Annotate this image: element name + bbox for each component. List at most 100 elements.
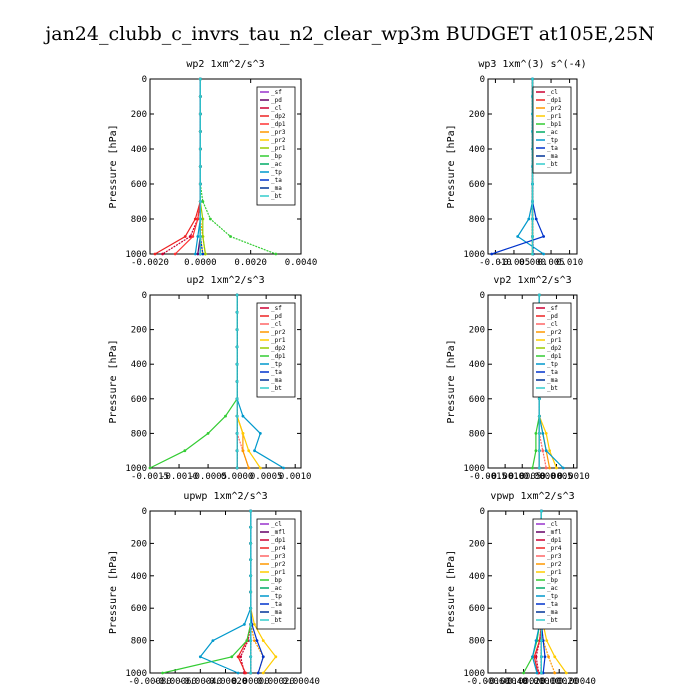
x-tick-label: 0.010 [556, 258, 583, 268]
legend-entry: _ma [547, 377, 558, 384]
legend-entry: _pr2 [547, 329, 562, 336]
data-point [255, 639, 259, 642]
plot-frame [149, 294, 302, 469]
data-point [198, 77, 202, 81]
data-point [249, 606, 253, 610]
panel-title: vpwp 1xm^2/s^3 [490, 491, 574, 502]
legend-entry: _cl [547, 521, 558, 528]
legend-entry: _tp [547, 137, 558, 144]
data-point [249, 623, 253, 626]
data-point [531, 182, 534, 186]
legend-entry: _dp2 [271, 113, 286, 120]
panel-title: vp2 1xm^2/s^3 [493, 275, 571, 286]
data-point [203, 252, 207, 256]
legend-entry: _bt [547, 385, 558, 392]
y-tick-label: 600 [469, 180, 485, 190]
data-point [201, 217, 205, 221]
legend-entry: _pr4 [547, 545, 562, 552]
data-point [537, 397, 541, 401]
series-line [149, 295, 238, 469]
x-tick-label: -0.0015 [131, 472, 169, 482]
chart-panel-6: vpwp 1xm^2/s^3 Pressure [hPa] 0 200 400 600 80… [446, 491, 596, 687]
legend-entry: _sf [271, 89, 282, 96]
legend-entry: _pr1 [547, 569, 562, 576]
data-point [543, 655, 547, 659]
series-line [162, 79, 201, 255]
x-tick-label: 0.0000 [184, 258, 217, 268]
data-point [540, 509, 543, 513]
y-tick-label: 1000 [125, 464, 147, 474]
data-point [522, 671, 525, 675]
legend-entry: _ta [271, 601, 282, 608]
data-point [249, 509, 253, 513]
data-point [235, 449, 239, 453]
y-tick-label: 400 [131, 145, 147, 155]
data-point [258, 466, 262, 470]
data-point [249, 525, 253, 529]
data-point [249, 655, 253, 659]
data-point [531, 466, 534, 470]
x-tick-label: -0.010 [479, 258, 512, 268]
legend-entry: _pr1 [271, 337, 286, 344]
y-axis-label: Pressure [hPa] [108, 124, 119, 208]
legend-entry: _pd [547, 313, 558, 320]
legend-entry: _tp [271, 361, 282, 368]
x-tick-label: 0.0010 [279, 472, 312, 482]
data-point [198, 182, 202, 186]
data-point [242, 623, 246, 626]
y-tick-label: 800 [131, 637, 147, 647]
y-tick-label: 200 [131, 539, 147, 549]
data-point [235, 310, 239, 314]
x-tick-label: 0.0005 [540, 472, 573, 482]
legend-entry: _tp [547, 361, 558, 368]
y-tick-label: 800 [131, 429, 147, 439]
data-point [534, 432, 538, 435]
y-tick-label: 200 [131, 110, 147, 120]
data-point [241, 432, 245, 435]
x-tick-label: 0.000 [519, 258, 546, 268]
y-tick-label: 1000 [463, 669, 485, 679]
y-tick-label: 800 [131, 215, 147, 225]
legend-entry: _dp1 [271, 537, 286, 544]
y-axis-label: Pressure [hPa] [446, 124, 457, 208]
legend-box [256, 86, 296, 206]
data-point [198, 95, 202, 98]
data-point [173, 252, 177, 256]
series-line [236, 295, 250, 469]
data-point [544, 466, 548, 470]
legend-entry: _pr2 [271, 329, 286, 336]
legend-entry: _pr3 [271, 553, 286, 560]
y-axis-label: Pressure [hPa] [446, 550, 457, 634]
data-point [531, 252, 534, 256]
data-point [490, 252, 494, 256]
data-point [253, 639, 256, 642]
x-tick-label: -0.0005 [503, 472, 541, 482]
y-axis-label: Pressure [hPa] [108, 550, 119, 634]
legend-entry: _pr1 [271, 569, 286, 576]
x-tick-label: 0.0020 [234, 258, 267, 268]
data-point [161, 252, 164, 256]
legend-box [532, 302, 572, 398]
data-point [183, 235, 187, 238]
y-tick-label: 200 [469, 539, 485, 549]
y-axis-label: Pressure [hPa] [446, 339, 457, 423]
data-point [547, 655, 550, 659]
data-point [537, 414, 541, 418]
legend-entry: _cl [271, 521, 282, 528]
data-point [534, 217, 538, 221]
legend-entry: _ac [271, 161, 282, 168]
data-point [198, 217, 202, 221]
legend-entry: _pr2 [271, 561, 286, 568]
data-point [247, 449, 251, 453]
legend-entry: _bt [547, 161, 558, 168]
data-point [241, 449, 245, 453]
legend-entry: _ma [547, 153, 558, 160]
x-tick-label: -0.0020 [131, 258, 169, 268]
legend-entry: _bt [271, 617, 282, 624]
legend-entry: _cl [271, 105, 282, 112]
legend-entry: _dp2 [547, 345, 562, 352]
data-point [239, 655, 243, 659]
data-point [535, 671, 539, 675]
legend-entry: _bp [271, 577, 282, 584]
legend-entry: _dp1 [547, 353, 562, 360]
